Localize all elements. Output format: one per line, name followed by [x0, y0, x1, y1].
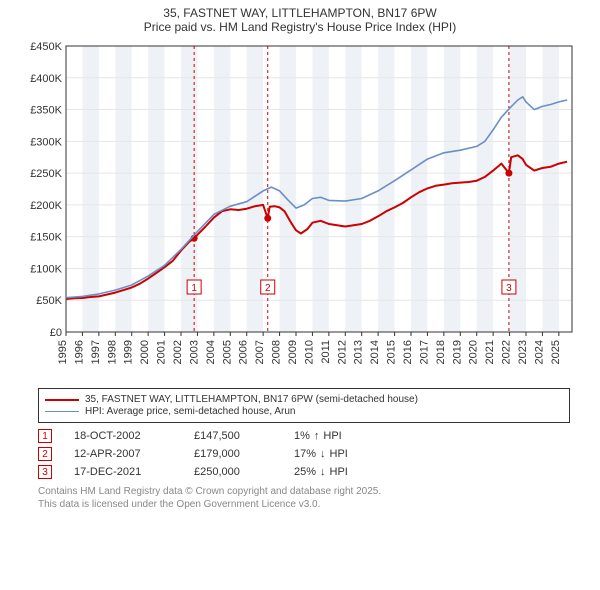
svg-text:2: 2	[265, 283, 271, 294]
sale-hpi-delta: 17%	[294, 448, 316, 460]
svg-text:2003: 2003	[188, 340, 200, 364]
svg-text:2015: 2015	[386, 340, 398, 364]
svg-text:2021: 2021	[484, 340, 496, 364]
svg-text:£400K: £400K	[30, 73, 62, 85]
sale-marker: 1	[38, 429, 52, 443]
sale-hpi-label: HPI	[330, 466, 348, 478]
svg-text:2013: 2013	[353, 340, 365, 364]
svg-text:2020: 2020	[468, 340, 480, 364]
sale-row: 3 17-DEC-2021£250,00025% ↓ HPI	[38, 465, 570, 479]
arrow-up-icon: ↑	[314, 430, 320, 442]
sale-hpi: 25% ↓ HPI	[294, 466, 348, 478]
svg-text:2022: 2022	[501, 340, 513, 364]
sale-hpi-delta: 1%	[294, 430, 310, 442]
svg-text:2007: 2007	[254, 340, 266, 364]
sale-marker: 2	[38, 447, 52, 461]
svg-text:2008: 2008	[271, 340, 283, 364]
legend-swatch	[45, 399, 79, 401]
sale-hpi-delta: 25%	[294, 466, 316, 478]
title-line1: 35, FASTNET WAY, LITTLEHAMPTON, BN17 6PW	[10, 6, 590, 20]
svg-text:2018: 2018	[435, 340, 447, 364]
sales-table: 118-OCT-2002£147,5001%↑HPI212-APR-2007£1…	[38, 429, 570, 479]
sale-marker: 3	[38, 465, 52, 479]
svg-text:2019: 2019	[451, 340, 463, 364]
svg-text:1998: 1998	[106, 340, 118, 364]
svg-text:2024: 2024	[533, 340, 545, 364]
footer: Contains HM Land Registry data © Crown c…	[38, 485, 570, 511]
sale-date: 17-DEC-2021	[74, 466, 194, 478]
svg-text:1: 1	[191, 283, 197, 294]
svg-text:£100K: £100K	[30, 263, 62, 275]
sale-price: £250,000	[194, 466, 294, 478]
arrow-down-icon: ↓	[320, 448, 326, 460]
arrow-down-icon: ↓	[320, 466, 326, 478]
svg-text:£50K: £50K	[36, 295, 62, 307]
svg-text:2010: 2010	[303, 340, 315, 364]
svg-text:2014: 2014	[369, 340, 381, 364]
sale-row: 1 18-OCT-2002£147,5001% ↑HPI	[38, 429, 570, 443]
legend-row: 35, FASTNET WAY, LITTLEHAMPTON, BN17 6PW…	[45, 394, 563, 405]
chart-title: 35, FASTNET WAY, LITTLEHAMPTON, BN17 6PW…	[0, 0, 600, 36]
svg-text:2005: 2005	[221, 340, 233, 364]
chart-svg: £0 £50K £100K £150K £200K £250K £300K £350K £400…	[20, 40, 580, 380]
sale-hpi: 1% ↑HPI	[294, 430, 342, 442]
svg-text:1996: 1996	[73, 340, 85, 364]
legend-label: 35, FASTNET WAY, LITTLEHAMPTON, BN17 6PW…	[85, 394, 418, 405]
svg-text:£200K: £200K	[30, 200, 62, 212]
svg-text:1999: 1999	[123, 340, 135, 364]
svg-text:£300K: £300K	[30, 136, 62, 148]
sale-price: £179,000	[194, 448, 294, 460]
chart: £0 £50K £100K £150K £200K £250K £300K £350K £400…	[20, 40, 580, 380]
legend: 35, FASTNET WAY, LITTLEHAMPTON, BN17 6PW…	[38, 388, 570, 423]
svg-text:2025: 2025	[550, 340, 562, 364]
svg-text:£350K: £350K	[30, 105, 62, 117]
svg-text:2012: 2012	[336, 340, 348, 364]
svg-text:2016: 2016	[402, 340, 414, 364]
sale-date: 18-OCT-2002	[74, 430, 194, 442]
svg-text:1997: 1997	[90, 340, 102, 364]
sale-date: 12-APR-2007	[74, 448, 194, 460]
svg-text:2002: 2002	[172, 340, 184, 364]
sale-hpi-label: HPI	[330, 448, 348, 460]
svg-text:2009: 2009	[287, 340, 299, 364]
svg-text:2017: 2017	[418, 340, 430, 364]
svg-text:2006: 2006	[238, 340, 250, 364]
svg-text:2023: 2023	[517, 340, 529, 364]
sale-price: £147,500	[194, 430, 294, 442]
svg-text:£450K: £450K	[30, 41, 62, 53]
footer-line2: This data is licensed under the Open Gov…	[38, 498, 570, 511]
sale-hpi-label: HPI	[323, 430, 341, 442]
sale-row: 2 12-APR-2007£179,00017% ↓ HPI	[38, 447, 570, 461]
svg-text:2004: 2004	[205, 340, 217, 364]
svg-text:3: 3	[506, 283, 512, 294]
sale-hpi: 17% ↓ HPI	[294, 448, 348, 460]
svg-text:2011: 2011	[320, 340, 332, 364]
svg-text:2000: 2000	[139, 340, 151, 364]
title-line2: Price paid vs. HM Land Registry's House …	[10, 20, 590, 34]
svg-text:£250K: £250K	[30, 168, 62, 180]
svg-text:2001: 2001	[156, 340, 168, 364]
legend-label: HPI: Average price, semi-detached house,…	[85, 406, 296, 417]
footer-line1: Contains HM Land Registry data © Crown c…	[38, 485, 570, 498]
legend-row: HPI: Average price, semi-detached house,…	[45, 406, 563, 417]
svg-text:£0: £0	[50, 327, 62, 339]
legend-swatch	[45, 411, 79, 412]
svg-text:1995: 1995	[57, 340, 69, 364]
svg-text:£150K: £150K	[30, 232, 62, 244]
